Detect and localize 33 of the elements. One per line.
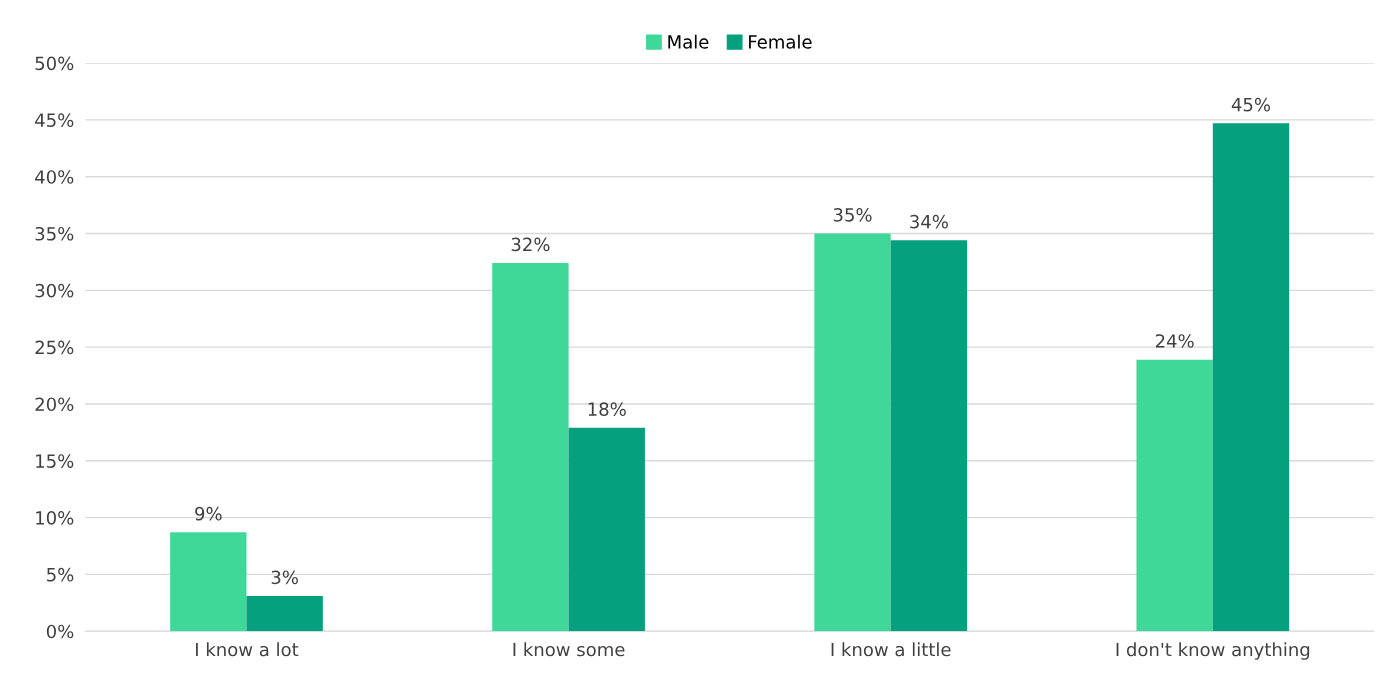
data-label: 9% bbox=[195, 506, 222, 521]
bar bbox=[246, 595, 323, 632]
y-tick-label: 0% bbox=[46, 624, 74, 639]
data-label: 3% bbox=[271, 570, 298, 585]
bar bbox=[170, 532, 247, 632]
x-tick-label: I know a little bbox=[831, 642, 951, 657]
y-tick-label: 45% bbox=[35, 113, 74, 127]
bar bbox=[492, 263, 569, 632]
y-tick-label: 25% bbox=[35, 340, 74, 355]
y-tick-label: 15% bbox=[36, 454, 74, 468]
y-tick-label: 10% bbox=[36, 511, 74, 525]
x-tick-label: I know a lot bbox=[196, 642, 299, 657]
y-tick-label: 5% bbox=[47, 567, 74, 582]
data-label: 32% bbox=[511, 237, 550, 252]
y-tick-label: 20% bbox=[35, 397, 74, 412]
data-label: 24% bbox=[1155, 334, 1194, 348]
bar bbox=[1212, 123, 1290, 632]
data-label: 45% bbox=[1231, 97, 1271, 112]
y-tick-label: 50% bbox=[35, 56, 74, 71]
bar bbox=[814, 233, 891, 632]
y-tick-label: 40% bbox=[35, 170, 74, 184]
data-label: 34% bbox=[910, 214, 948, 229]
bar bbox=[568, 427, 645, 632]
x-tick-label: I don't know anything bbox=[1116, 642, 1310, 660]
bar bbox=[890, 240, 968, 632]
data-label: 18% bbox=[588, 402, 626, 416]
legend-label: Female bbox=[749, 34, 812, 49]
y-tick-label: 35% bbox=[35, 226, 74, 241]
y-tick-label: 30% bbox=[35, 283, 74, 298]
x-tick-label: I know some bbox=[513, 642, 625, 657]
bar bbox=[1136, 359, 1213, 632]
legend-label: Male bbox=[668, 34, 709, 49]
data-label: 35% bbox=[833, 208, 872, 222]
